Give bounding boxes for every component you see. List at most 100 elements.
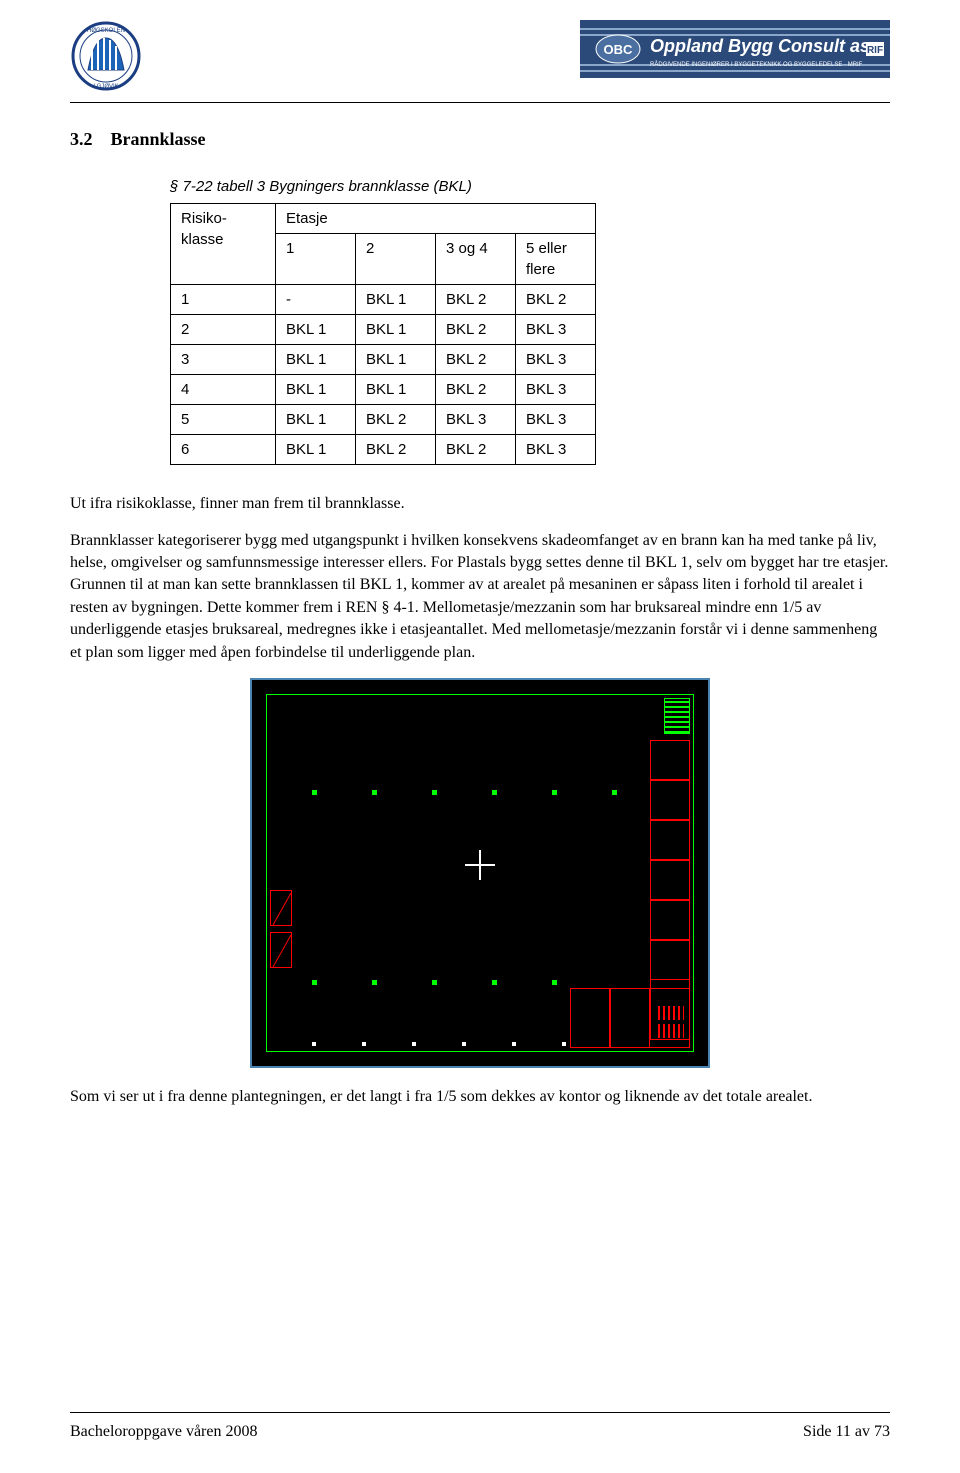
- subcol-1: 1: [276, 234, 356, 285]
- white-dot: [412, 1042, 416, 1046]
- svg-text:HØGSKOLEN: HØGSKOLEN: [87, 28, 125, 34]
- cad-figure-wrap: [70, 678, 890, 1068]
- subcol-2: 2: [356, 234, 436, 285]
- cell: BKL 3: [516, 315, 596, 345]
- red-corner-room: [610, 988, 650, 1048]
- section-title: Brannklasse: [111, 129, 206, 149]
- col-etasje: Etasje: [276, 204, 596, 234]
- cell: BKL 3: [516, 435, 596, 465]
- column-dot: [492, 980, 497, 985]
- cell: 2: [171, 315, 276, 345]
- page-footer: Bacheloroppgave våren 2008 Side 11 av 73: [70, 1412, 890, 1443]
- cell: 5: [171, 405, 276, 435]
- green-hatch-block: [664, 698, 690, 734]
- column-dot: [432, 980, 437, 985]
- white-dot: [312, 1042, 316, 1046]
- page: HØGSKOLEN I GJØVIK OBC Oppland Bygg Cons…: [0, 0, 960, 1473]
- footer-right: Side 11 av 73: [803, 1421, 890, 1443]
- column-dot: [552, 790, 557, 795]
- table-row: 6 BKL 1 BKL 2 BKL 2 BKL 3: [171, 435, 596, 465]
- cell: BKL 3: [436, 405, 516, 435]
- white-dot: [462, 1042, 466, 1046]
- cell: 6: [171, 435, 276, 465]
- column-dot: [312, 980, 317, 985]
- column-dot: [432, 790, 437, 795]
- cad-figure: [250, 678, 710, 1068]
- cell: 1: [171, 285, 276, 315]
- red-room: [650, 860, 690, 900]
- column-dot: [612, 790, 617, 795]
- svg-text:I GJØVIK: I GJØVIK: [93, 84, 118, 90]
- table-row: 3 BKL 1 BKL 1 BKL 2 BKL 3: [171, 345, 596, 375]
- table-row: 1 - BKL 1 BKL 2 BKL 2: [171, 285, 596, 315]
- table-caption: § 7-22 tabell 3 Bygningers brannklasse (…: [170, 176, 890, 197]
- cell: BKL 1: [356, 285, 436, 315]
- cell: BKL 3: [516, 405, 596, 435]
- cell: BKL 1: [276, 375, 356, 405]
- column-dot: [372, 790, 377, 795]
- red-hatched: [658, 1006, 684, 1020]
- cell: BKL 2: [436, 375, 516, 405]
- footer-divider: [70, 1412, 890, 1413]
- subcol-4: 5 eller flere: [516, 234, 596, 285]
- cell: BKL 1: [276, 345, 356, 375]
- brannklasse-table: Risiko-klasse Etasje 1 2 3 og 4 5 eller …: [170, 203, 596, 465]
- header-divider: [70, 102, 890, 103]
- section-heading: 3.2 Brannklasse: [70, 127, 890, 152]
- table-header-row: Risiko-klasse Etasje: [171, 204, 596, 234]
- column-dot: [312, 790, 317, 795]
- cell: BKL 2: [436, 435, 516, 465]
- red-door: [270, 932, 292, 968]
- cell: BKL 3: [516, 345, 596, 375]
- cell: BKL 3: [516, 375, 596, 405]
- cell: BKL 2: [436, 315, 516, 345]
- column-dot: [552, 980, 557, 985]
- hig-logo: HØGSKOLEN I GJØVIK: [70, 20, 142, 92]
- white-dot: [362, 1042, 366, 1046]
- svg-text:Oppland Bygg Consult as: Oppland Bygg Consult as: [650, 36, 870, 56]
- footer-row: Bacheloroppgave våren 2008 Side 11 av 73: [70, 1421, 890, 1443]
- cell: BKL 1: [356, 375, 436, 405]
- column-dot: [372, 980, 377, 985]
- paragraph-2: Brannklasser kategoriserer bygg med utga…: [70, 530, 890, 664]
- table-row: 2 BKL 1 BKL 1 BKL 2 BKL 3: [171, 315, 596, 345]
- column-dot: [492, 790, 497, 795]
- table-row: 4 BKL 1 BKL 1 BKL 2 BKL 3: [171, 375, 596, 405]
- section-number: 3.2: [70, 129, 93, 149]
- white-dot: [512, 1042, 516, 1046]
- red-room: [650, 900, 690, 940]
- oppland-bygg-consult-logo: OBC Oppland Bygg Consult as RÅDGIVENDE I…: [580, 20, 890, 78]
- red-room: [650, 940, 690, 980]
- col-risiko: Risiko-klasse: [171, 204, 276, 285]
- svg-text:RIF: RIF: [867, 45, 883, 56]
- subcol-3: 3 og 4: [436, 234, 516, 285]
- red-room: [650, 820, 690, 860]
- paragraph-3: Som vi ser ut i fra denne plantegningen,…: [70, 1086, 890, 1108]
- table-row: 5 BKL 1 BKL 2 BKL 3 BKL 3: [171, 405, 596, 435]
- crosshair-icon: [465, 850, 495, 880]
- red-room: [650, 780, 690, 820]
- svg-text:RÅDGIVENDE INGENIØRER I BYGGET: RÅDGIVENDE INGENIØRER I BYGGETEKNIKK OG …: [650, 61, 863, 68]
- cell: 4: [171, 375, 276, 405]
- red-room: [650, 740, 690, 780]
- white-dot: [562, 1042, 566, 1046]
- cell: BKL 1: [356, 315, 436, 345]
- svg-text:OBC: OBC: [604, 42, 634, 57]
- cell: BKL 1: [276, 435, 356, 465]
- brannklasse-table-wrap: § 7-22 tabell 3 Bygningers brannklasse (…: [170, 176, 890, 465]
- cell: 3: [171, 345, 276, 375]
- cell: BKL 1: [276, 405, 356, 435]
- cell: BKL 2: [356, 435, 436, 465]
- red-hatched: [658, 1024, 684, 1038]
- cell: BKL 2: [436, 345, 516, 375]
- paragraph-1: Ut ifra risikoklasse, finner man frem ti…: [70, 493, 890, 515]
- red-corner-room: [570, 988, 610, 1048]
- cell: BKL 1: [356, 345, 436, 375]
- footer-left: Bacheloroppgave våren 2008: [70, 1421, 257, 1443]
- cell: BKL 2: [356, 405, 436, 435]
- cell: BKL 2: [436, 285, 516, 315]
- cell: BKL 1: [276, 315, 356, 345]
- cell: -: [276, 285, 356, 315]
- red-door: [270, 890, 292, 926]
- page-header: HØGSKOLEN I GJØVIK OBC Oppland Bygg Cons…: [70, 20, 890, 92]
